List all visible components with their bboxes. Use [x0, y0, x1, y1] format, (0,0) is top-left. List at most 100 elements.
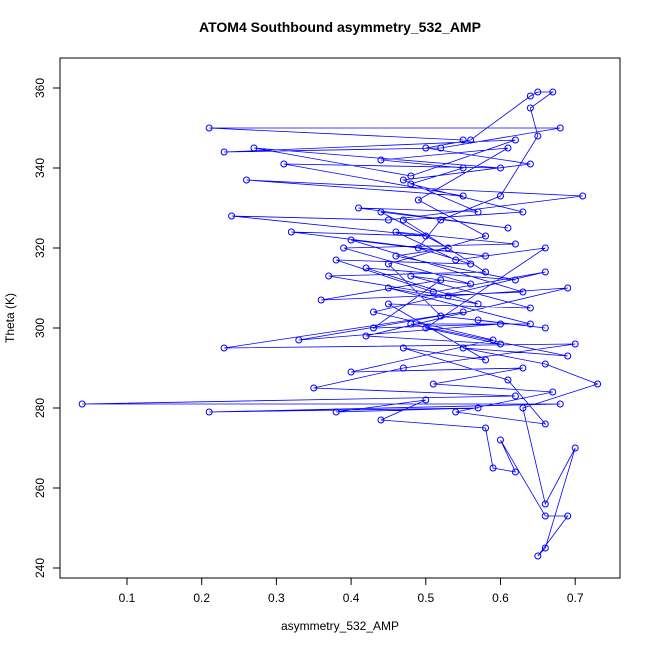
data-point [437, 312, 445, 320]
data-point [526, 104, 534, 112]
x-tick-label: 0.1 [119, 591, 136, 605]
data-point [519, 208, 527, 216]
data-point [220, 148, 228, 156]
data-point [310, 384, 318, 392]
data-point [250, 144, 258, 152]
data-point [437, 216, 445, 224]
data-point [422, 396, 430, 404]
x-tick-label: 0.2 [193, 591, 210, 605]
data-point [564, 512, 572, 520]
data-point [325, 272, 333, 280]
y-tick-label: 300 [33, 318, 47, 338]
data-point [422, 232, 430, 240]
data-point [504, 376, 512, 384]
data-point [422, 144, 430, 152]
y-tick-label: 260 [33, 478, 47, 498]
chart-title: ATOM4 Southbound asymmetry_532_AMP [199, 19, 481, 35]
data-point [384, 284, 392, 292]
data-point [452, 408, 460, 416]
data-point [541, 244, 549, 252]
data-point [467, 280, 475, 288]
x-axis-label: asymmetry_532_AMP [281, 619, 399, 633]
data-point [414, 244, 422, 252]
data-point [414, 196, 422, 204]
data-point [332, 408, 340, 416]
data-point [489, 464, 497, 472]
data-point [541, 512, 549, 520]
data-point [459, 344, 467, 352]
data-point [392, 252, 400, 260]
data-point [437, 144, 445, 152]
data-point [377, 156, 385, 164]
data-point [407, 272, 415, 280]
x-tick-label: 0.5 [417, 591, 434, 605]
data-point [482, 356, 490, 364]
data-point [526, 304, 534, 312]
y-tick-label: 320 [33, 238, 47, 258]
data-point [295, 336, 303, 344]
y-tick-label: 280 [33, 398, 47, 418]
data-point [482, 232, 490, 240]
data-point [504, 224, 512, 232]
data-point [377, 416, 385, 424]
data-point [459, 308, 467, 316]
data-point [571, 444, 579, 452]
data-point [340, 244, 348, 252]
data-point [459, 164, 467, 172]
data-point [496, 320, 504, 328]
data-point [511, 392, 519, 400]
data-point [511, 240, 519, 248]
data-point [474, 208, 482, 216]
data-point [452, 256, 460, 264]
data-point [287, 228, 295, 236]
data-point [519, 364, 527, 372]
data-point [511, 136, 519, 144]
data-point [370, 308, 378, 316]
y-tick-label: 340 [33, 158, 47, 178]
data-point [444, 292, 452, 300]
data-point [347, 236, 355, 244]
data-point [407, 180, 415, 188]
data-point [205, 124, 213, 132]
data-point [541, 420, 549, 428]
data-point [459, 192, 467, 200]
data-point [496, 436, 504, 444]
data-point [511, 276, 519, 284]
data-point [556, 400, 564, 408]
data-point [355, 204, 363, 212]
x-tick-label: 0.6 [492, 591, 509, 605]
data-point [399, 364, 407, 372]
data-point [78, 400, 86, 408]
data-point [243, 176, 251, 184]
data-point [399, 344, 407, 352]
data-point [496, 192, 504, 200]
data-point [519, 288, 527, 296]
data-point [526, 160, 534, 168]
data-point [474, 300, 482, 308]
data-point [474, 316, 482, 324]
data-point [317, 296, 325, 304]
data-point [362, 264, 370, 272]
data-point [526, 92, 534, 100]
data-point [594, 380, 602, 388]
x-tick-label: 0.3 [268, 591, 285, 605]
data-point [534, 132, 542, 140]
data-point [399, 216, 407, 224]
data-point [370, 324, 378, 332]
data-point [444, 244, 452, 252]
data-point [467, 136, 475, 144]
data-point [459, 136, 467, 144]
data-point [564, 284, 572, 292]
data-point [496, 164, 504, 172]
data-point [384, 300, 392, 308]
data-point [482, 268, 490, 276]
data-point [496, 340, 504, 348]
x-tick-label: 0.7 [567, 591, 584, 605]
data-point [429, 288, 437, 296]
data-point [541, 360, 549, 368]
data-point [504, 144, 512, 152]
data-point [571, 340, 579, 348]
y-tick-label: 240 [33, 558, 47, 578]
data-point [526, 320, 534, 328]
